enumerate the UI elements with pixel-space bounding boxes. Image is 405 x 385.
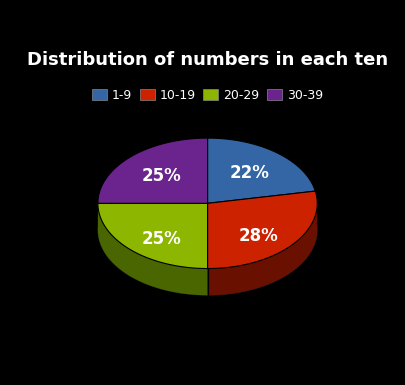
Polygon shape xyxy=(207,204,317,295)
Polygon shape xyxy=(98,138,207,203)
Text: 25%: 25% xyxy=(141,167,181,185)
Text: 28%: 28% xyxy=(239,227,278,245)
Text: Distribution of numbers in each ten: Distribution of numbers in each ten xyxy=(27,51,388,69)
Ellipse shape xyxy=(98,165,317,295)
Text: 22%: 22% xyxy=(230,164,269,182)
Polygon shape xyxy=(207,138,315,203)
Polygon shape xyxy=(207,191,317,269)
Legend: 1-9, 10-19, 20-29, 30-39: 1-9, 10-19, 20-29, 30-39 xyxy=(87,84,328,107)
Polygon shape xyxy=(98,203,207,295)
Text: 25%: 25% xyxy=(141,230,181,248)
Polygon shape xyxy=(98,203,207,269)
